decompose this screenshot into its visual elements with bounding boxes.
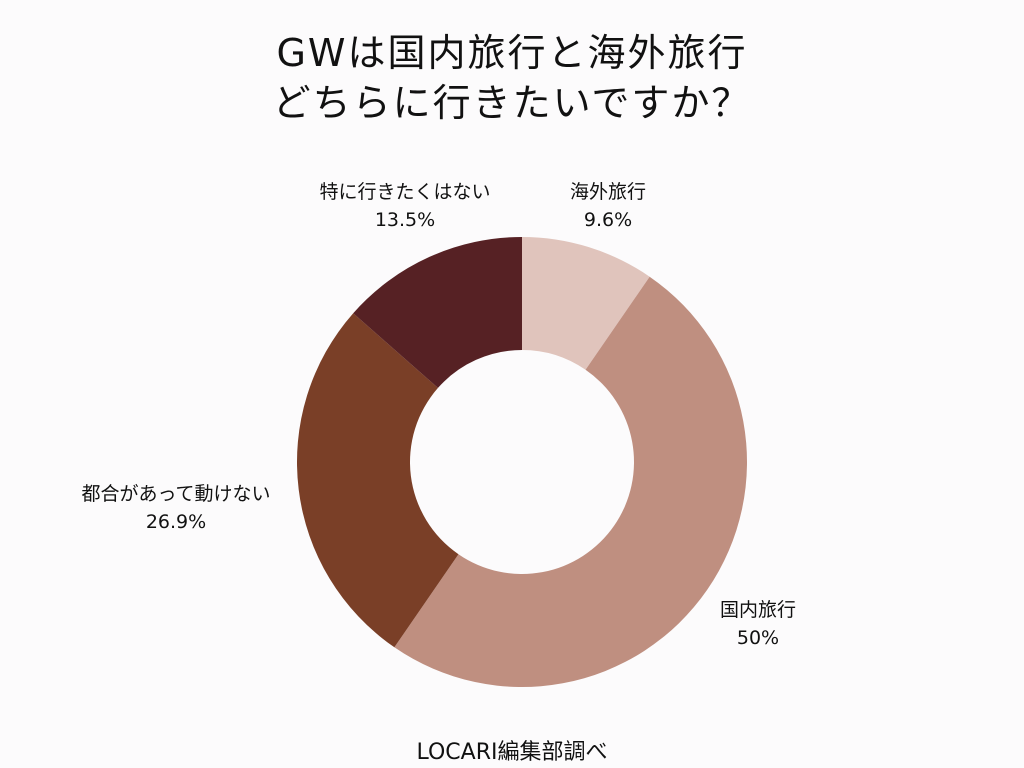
label-value: 50% [736, 627, 780, 649]
label-value: 13.5% [374, 209, 436, 231]
label-cannot-move: 都合があって動けない 26.9% [48, 480, 304, 536]
slice-cannot-move [296, 313, 459, 648]
label-name: 都合があって動けない [81, 483, 271, 505]
source-note: LOCARI編集部調べ [416, 740, 608, 765]
slice-domestic-travel [394, 276, 747, 688]
label-name: 国内旅行 [719, 599, 796, 621]
label-overseas-travel: 海外旅行 9.6% [548, 178, 668, 234]
chart-title-line-1: GWは国内旅行と海外旅行 [276, 31, 748, 75]
label-name: 海外旅行 [569, 181, 646, 203]
chart-title: GWは国内旅行と海外旅行 どちらに行きたいですか？ [0, 28, 1024, 128]
slice-overseas-travel [522, 237, 650, 370]
label-not-particularly: 特に行きたくはない 13.5% [298, 178, 512, 234]
chart-title-line-2: どちらに行きたいですか？ [272, 81, 752, 125]
label-domestic-travel: 国内旅行 50% [698, 596, 818, 652]
label-value: 9.6% [583, 209, 633, 231]
label-value: 26.9% [145, 511, 207, 533]
label-name: 特に行きたくはない [319, 181, 491, 203]
slice-not-particularly [353, 237, 522, 388]
